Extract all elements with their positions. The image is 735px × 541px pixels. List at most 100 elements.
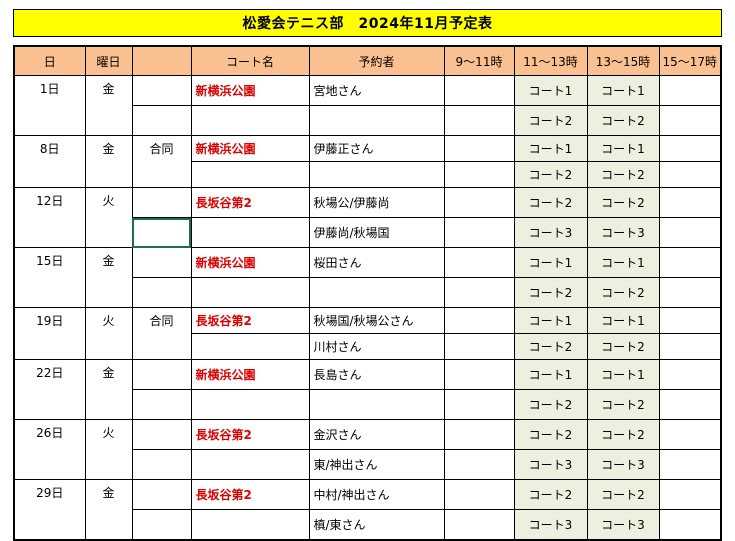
reserver-cell[interactable]	[308, 105, 445, 136]
header-slot-13[interactable]: 13～15時	[586, 45, 660, 76]
slot-13-cell[interactable]: コート2	[586, 479, 660, 510]
slot-13-cell[interactable]: コート2	[586, 419, 660, 450]
header-note[interactable]	[131, 45, 192, 76]
slot-15-cell[interactable]	[658, 389, 722, 420]
slot-11-cell[interactable]: コート3	[513, 509, 588, 541]
slot-9-cell[interactable]	[443, 217, 515, 248]
slot-9-cell[interactable]	[443, 161, 515, 188]
header-slot-15[interactable]: 15～17時	[658, 45, 722, 76]
slot-15-cell[interactable]	[658, 161, 722, 188]
reserver-cell[interactable]: 宮地さん	[308, 75, 445, 106]
slot-13-cell[interactable]: コート1	[586, 135, 660, 162]
slot-15-cell[interactable]	[658, 75, 722, 106]
slot-13-cell[interactable]: コート2	[586, 187, 660, 218]
court-cell[interactable]	[190, 217, 310, 248]
slot-11-cell[interactable]: コート3	[513, 217, 588, 248]
court-cell[interactable]	[190, 105, 310, 136]
slot-13-cell[interactable]: コート1	[586, 307, 660, 334]
slot-13-cell[interactable]: コート1	[586, 359, 660, 390]
court-cell[interactable]: 長坂谷第2	[190, 419, 310, 450]
note-cell[interactable]	[131, 509, 192, 541]
header-slot-9[interactable]: 9～11時	[443, 45, 515, 76]
note-cell[interactable]	[131, 277, 192, 308]
court-cell[interactable]	[190, 389, 310, 420]
note-cell[interactable]	[131, 75, 192, 106]
slot-9-cell[interactable]	[443, 105, 515, 136]
day-cell[interactable]: 12日	[13, 187, 86, 248]
slot-15-cell[interactable]	[658, 359, 722, 390]
slot-9-cell[interactable]	[443, 247, 515, 278]
slot-11-cell[interactable]: コート2	[513, 419, 588, 450]
day-cell[interactable]: 26日	[13, 419, 86, 480]
note-cell[interactable]	[131, 105, 192, 136]
slot-11-cell[interactable]: コート2	[513, 187, 588, 218]
slot-13-cell[interactable]: コート2	[586, 389, 660, 420]
reserver-cell[interactable]: 東/神出さん	[308, 449, 445, 480]
slot-13-cell[interactable]: コート1	[586, 75, 660, 106]
reserver-cell[interactable]	[308, 277, 445, 308]
slot-11-cell[interactable]: コート1	[513, 247, 588, 278]
note-cell[interactable]	[131, 359, 192, 390]
slot-11-cell[interactable]: コート2	[513, 277, 588, 308]
slot-15-cell[interactable]	[658, 277, 722, 308]
weekday-cell[interactable]: 金	[84, 479, 133, 541]
slot-9-cell[interactable]	[443, 389, 515, 420]
slot-13-cell[interactable]: コート3	[586, 449, 660, 480]
note-cell[interactable]	[131, 247, 192, 278]
slot-11-cell[interactable]: コート1	[513, 307, 588, 334]
slot-13-cell[interactable]: コート2	[586, 333, 660, 360]
weekday-cell[interactable]: 金	[84, 247, 133, 308]
slot-13-cell[interactable]: コート2	[586, 161, 660, 188]
court-cell[interactable]	[190, 277, 310, 308]
reserver-cell[interactable]	[308, 161, 445, 188]
weekday-cell[interactable]: 金	[84, 359, 133, 420]
slot-11-cell[interactable]: コート2	[513, 479, 588, 510]
court-cell[interactable]: 長坂谷第2	[190, 479, 310, 510]
slot-9-cell[interactable]	[443, 479, 515, 510]
slot-15-cell[interactable]	[658, 419, 722, 450]
reserver-cell[interactable]	[308, 389, 445, 420]
slot-9-cell[interactable]	[443, 449, 515, 480]
slot-9-cell[interactable]	[443, 75, 515, 106]
court-cell[interactable]: 新横浜公園	[190, 75, 310, 106]
header-slot-11[interactable]: 11～13時	[513, 45, 588, 76]
slot-13-cell[interactable]: コート3	[586, 217, 660, 248]
slot-15-cell[interactable]	[658, 187, 722, 218]
weekday-cell[interactable]: 火	[84, 307, 133, 360]
slot-15-cell[interactable]	[658, 479, 722, 510]
court-cell[interactable]	[190, 509, 310, 541]
day-cell[interactable]: 22日	[13, 359, 86, 420]
slot-9-cell[interactable]	[443, 333, 515, 360]
court-cell[interactable]: 長坂谷第2	[190, 307, 310, 334]
note-cell[interactable]: 合同	[131, 135, 192, 188]
reserver-cell[interactable]: 長島さん	[308, 359, 445, 390]
slot-15-cell[interactable]	[658, 307, 722, 334]
court-cell[interactable]	[190, 449, 310, 480]
slot-11-cell[interactable]: コート3	[513, 449, 588, 480]
day-cell[interactable]: 19日	[13, 307, 86, 360]
slot-9-cell[interactable]	[443, 187, 515, 218]
weekday-cell[interactable]: 金	[84, 135, 133, 188]
court-cell[interactable]: 長坂谷第2	[190, 187, 310, 218]
slot-15-cell[interactable]	[658, 105, 722, 136]
reserver-cell[interactable]: 伊藤尚/秋場国	[308, 217, 445, 248]
note-cell[interactable]	[131, 217, 192, 248]
day-cell[interactable]: 8日	[13, 135, 86, 188]
reserver-cell[interactable]: 槙/東さん	[308, 509, 445, 541]
reserver-cell[interactable]: 伊藤正さん	[308, 135, 445, 162]
reserver-cell[interactable]: 秋場国/秋場公さん	[308, 307, 445, 334]
slot-15-cell[interactable]	[658, 509, 722, 541]
weekday-cell[interactable]: 火	[84, 419, 133, 480]
slot-13-cell[interactable]: コート2	[586, 277, 660, 308]
header-reserver[interactable]: 予約者	[308, 45, 445, 76]
court-cell[interactable]: 新横浜公園	[190, 135, 310, 162]
note-cell[interactable]	[131, 389, 192, 420]
slot-15-cell[interactable]	[658, 217, 722, 248]
court-cell[interactable]: 新横浜公園	[190, 359, 310, 390]
slot-11-cell[interactable]: コート2	[513, 105, 588, 136]
slot-13-cell[interactable]: コート2	[586, 105, 660, 136]
slot-15-cell[interactable]	[658, 247, 722, 278]
slot-11-cell[interactable]: コート1	[513, 359, 588, 390]
slot-11-cell[interactable]: コート2	[513, 161, 588, 188]
court-cell[interactable]	[190, 161, 310, 188]
